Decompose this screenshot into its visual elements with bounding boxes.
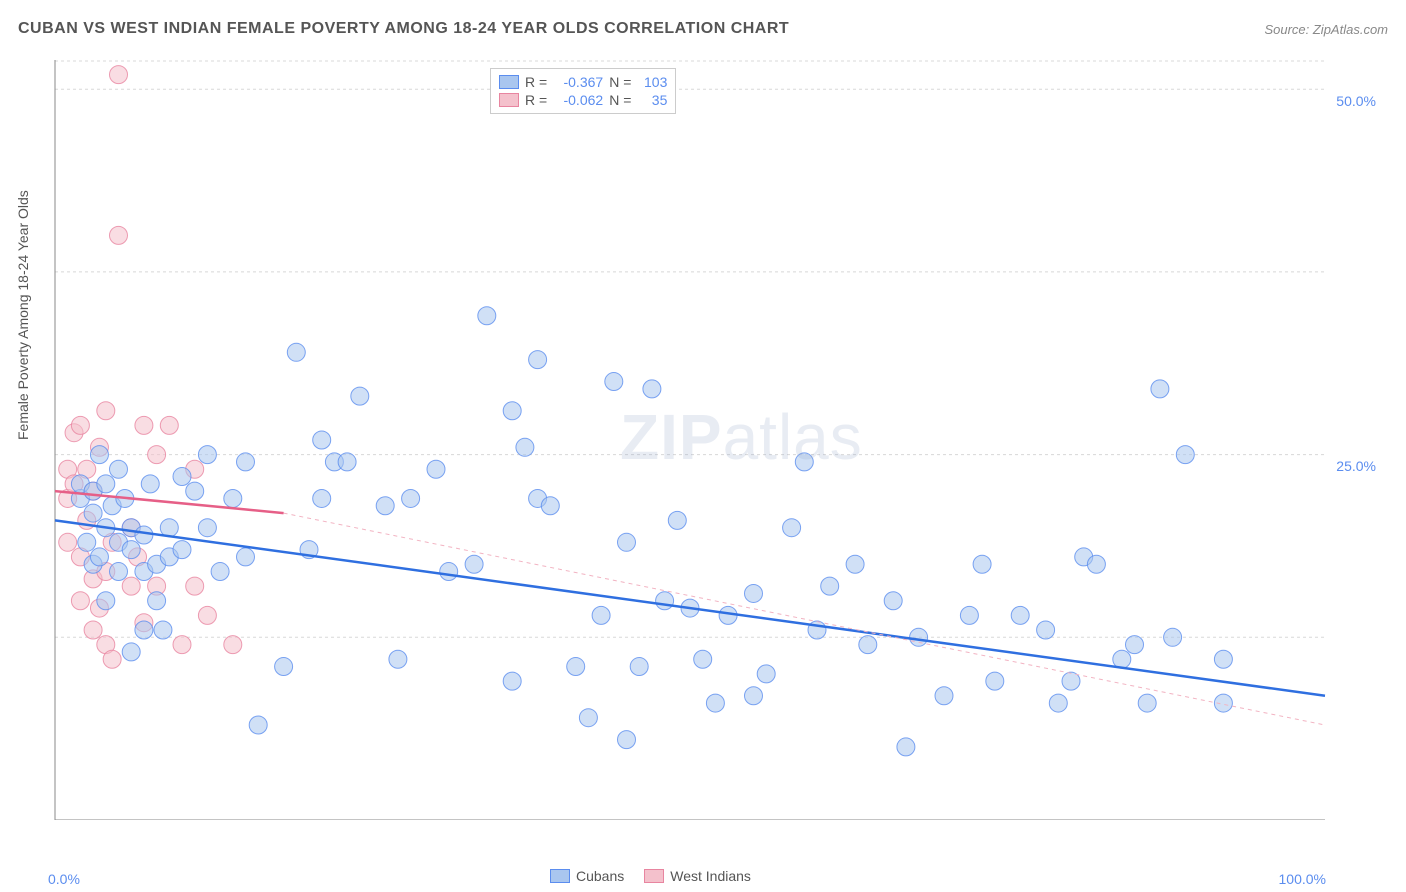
source-label: Source: ZipAtlas.com — [1264, 22, 1388, 37]
y-tick-label: 50.0% — [1336, 93, 1376, 109]
legend-swatch — [499, 93, 519, 107]
x-tick-label: 0.0% — [48, 871, 80, 887]
n-value: 35 — [637, 92, 667, 108]
n-value: 103 — [637, 74, 667, 90]
legend-swatch — [644, 869, 664, 883]
legend-label: West Indians — [670, 868, 751, 884]
scatter-chart — [50, 60, 1330, 820]
legend-row: R = -0.062 N = 35 — [499, 91, 667, 109]
legend-swatch — [550, 869, 570, 883]
chart-header: CUBAN VS WEST INDIAN FEMALE POVERTY AMON… — [18, 20, 1388, 38]
y-axis-label: Female Poverty Among 18-24 Year Olds — [15, 190, 31, 440]
r-label: R = — [525, 92, 547, 108]
legend-item: West Indians — [644, 868, 751, 884]
r-label: R = — [525, 74, 547, 90]
n-label: N = — [609, 92, 631, 108]
x-tick-label: 100.0% — [1279, 871, 1326, 887]
r-value: -0.367 — [553, 74, 603, 90]
legend-label: Cubans — [576, 868, 624, 884]
y-tick-label: 25.0% — [1336, 458, 1376, 474]
correlation-legend: R = -0.367 N = 103 R = -0.062 N = 35 — [490, 68, 676, 114]
chart-area — [50, 60, 1330, 820]
legend-row: R = -0.367 N = 103 — [499, 73, 667, 91]
chart-title: CUBAN VS WEST INDIAN FEMALE POVERTY AMON… — [18, 20, 789, 38]
legend-swatch — [499, 75, 519, 89]
r-value: -0.062 — [553, 92, 603, 108]
series-legend: Cubans West Indians — [550, 868, 751, 884]
n-label: N = — [609, 74, 631, 90]
legend-item: Cubans — [550, 868, 624, 884]
